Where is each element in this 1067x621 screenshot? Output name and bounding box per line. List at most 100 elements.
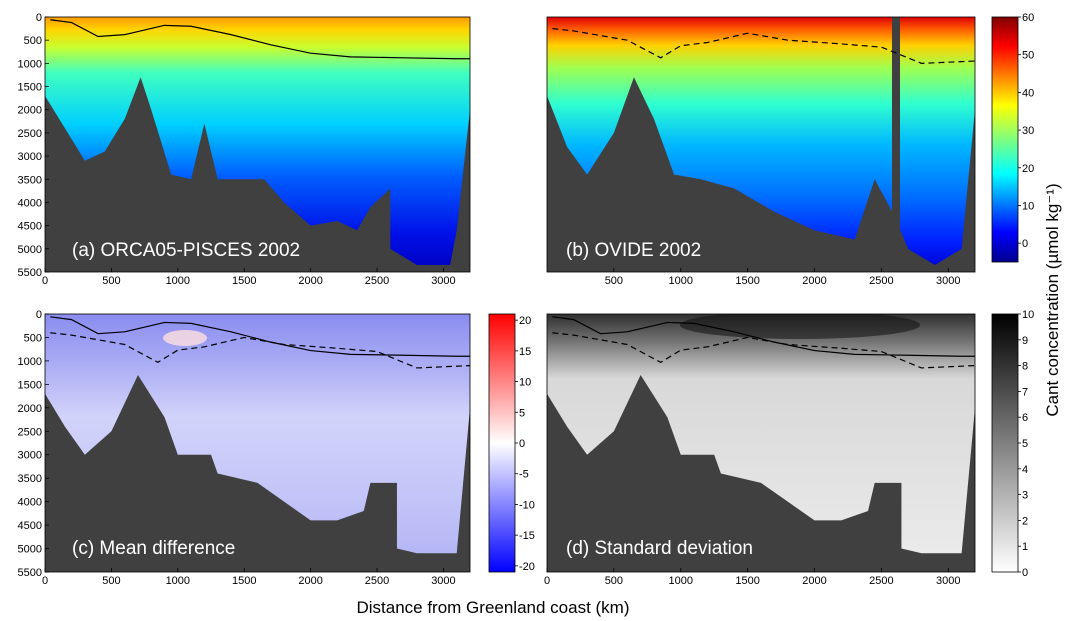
y-tick-label: 4500 [18,520,42,532]
x-tick-label: 0 [544,575,550,587]
colorbar-tick-label: 30 [1022,125,1034,137]
shared-x-label: Distance from Greenland coast (km) [356,598,629,617]
x-tick-label: 2000 [298,575,322,587]
panel-a-title: (a) ORCA05-PISCES 2002 [72,240,300,261]
colorbar-diff: 20 15 10 5 0 -5 -10 -15 -20 [488,313,535,573]
colorbar-tick-label: 50 [1022,50,1034,62]
x-tick-label: 0 [42,275,48,287]
y-tick-label: 4500 [18,221,42,233]
colorbar-tick-label: 10 [1022,309,1034,321]
colorbar-tick-label: 0 [1022,567,1028,579]
colorbar-tick-label: 60 [1022,12,1034,24]
panel-a-x-ticks: 0 500 1000 1500 2000 2500 3000 [42,268,456,287]
panel-b-title: (b) OVIDE 2002 [566,240,701,261]
colorbar-tick-label: 0 [1022,238,1028,250]
panel-d-isoline-model [552,316,975,357]
y-tick-label: 2000 [18,403,42,415]
x-tick-label: 1000 [166,275,190,287]
y-tick-label: 3000 [18,151,42,163]
y-tick-label: 3500 [18,473,42,485]
colorbar-tick-label: 5 [519,407,525,419]
x-tick-label: 2500 [869,275,893,287]
x-tick-label: 0 [42,575,48,587]
colorbar-std-scale [991,313,1019,573]
x-tick-label: 1500 [735,575,759,587]
panel-d-high-variance-band [680,314,920,339]
panel-d-title: (d) Standard deviation [566,538,753,559]
colorbar-tick-label: 5 [1022,438,1028,450]
y-tick-label: 1000 [18,58,42,70]
panel-d-isoline-obs [552,332,975,369]
panel-c-mean-difference: (c) Mean difference 0 500 1000 1500 2000 2500… [18,309,471,587]
x-tick-label: 3000 [936,275,960,287]
colorbar-tick-label: 2 [1022,515,1028,527]
y-tick-label: 2000 [18,105,42,117]
colorbar-tick-label: 40 [1022,87,1034,99]
panel-a-bathymetry [45,17,470,272]
x-tick-label: 500 [102,575,120,587]
x-tick-label: 2000 [298,275,322,287]
x-tick-label: 2500 [869,575,893,587]
panel-d-standard-deviation: (d) Standard deviation 0 500 1000 1500 2000 2… [544,313,976,587]
x-tick-label: 1500 [232,275,256,287]
colorbar-tick-label: 10 [519,377,531,389]
x-tick-label: 1000 [669,275,693,287]
y-tick-label: 4000 [18,497,42,509]
colorbar-top: 60 50 40 30 20 10 0 [991,12,1034,263]
colorbar-tick-label: 7 [1022,386,1028,398]
y-tick-label: 2500 [18,426,42,438]
x-tick-label: 500 [102,275,120,287]
panel-c-isoline-model [50,316,470,357]
panel-c-isoline-obs [50,332,470,369]
panel-b-gap-column [892,17,900,272]
panel-c-x-ticks: 0 500 1000 1500 2000 2500 3000 [42,568,456,587]
y-tick-label: 5500 [18,567,42,579]
y-tick-label: 3500 [18,174,42,186]
x-tick-label: 1000 [166,575,190,587]
panel-a-orca05-pisces: (a) ORCA05-PISCES 2002 0 500 1000 1500 2000 2… [18,12,471,287]
colorbar-diff-ticks: 20 15 10 5 0 -5 -10 -15 -20 [515,315,535,573]
y-tick-label: 5000 [18,244,42,256]
colorbar-tick-label: -10 [519,499,535,511]
y-tick-label: 5500 [18,267,42,279]
colorbar-tick-label: 6 [1022,412,1028,424]
colorbar-tick-label: 9 [1022,335,1028,347]
colorbar-tick-label: 15 [519,346,531,358]
y-tick-label: 0 [36,309,42,321]
y-tick-label: 1500 [18,379,42,391]
panel-c-bathymetry [45,314,470,572]
x-tick-label: 3000 [431,275,455,287]
y-tick-label: 1000 [18,356,42,368]
panel-b-ovide: (b) OVIDE 2002 500 1000 1500 2000 2500 3000 [546,16,976,287]
x-tick-label: 1000 [669,575,693,587]
y-tick-label: 2500 [18,128,42,140]
colorbar-tick-label: 3 [1022,490,1028,502]
panel-c-title: (c) Mean difference [72,538,235,559]
colorbar-tick-label: 4 [1022,464,1028,476]
panel-c-positive-patch [163,330,207,346]
colorbar-top-ticks: 60 50 40 30 20 10 0 [1018,12,1034,250]
x-tick-label: 3000 [431,575,455,587]
x-tick-label: 2000 [802,575,826,587]
panel-a-y-ticks: 0 500 1000 1500 2000 2500 3000 3500 4000 4500 5000… [18,12,49,279]
colorbar-top-scale [991,16,1019,263]
x-tick-label: 2000 [802,275,826,287]
x-tick-label: 500 [605,575,623,587]
x-tick-label: 2500 [365,275,389,287]
colorbar-tick-label: -5 [519,469,529,481]
panel-c-frame [44,313,471,573]
panel-d-frame [546,313,976,573]
x-tick-label: 1500 [735,275,759,287]
y-tick-label: 500 [24,332,42,344]
colorbar-tick-label: -15 [519,530,535,542]
colorbar-tick-label: 20 [1022,163,1034,175]
panel-b-bathymetry [547,17,975,272]
x-tick-label: 500 [605,275,623,287]
panel-b-x-ticks: 500 1000 1500 2000 2500 3000 [605,268,960,287]
colorbar-tick-label: 0 [519,438,525,450]
panel-c-y-ticks: 0 500 1000 1500 2000 2500 3000 3500 4000 4500 5000… [18,309,49,579]
shared-y-label: Cant concentration (µmol kg⁻¹) [1043,183,1062,416]
y-tick-label: 3000 [18,450,42,462]
